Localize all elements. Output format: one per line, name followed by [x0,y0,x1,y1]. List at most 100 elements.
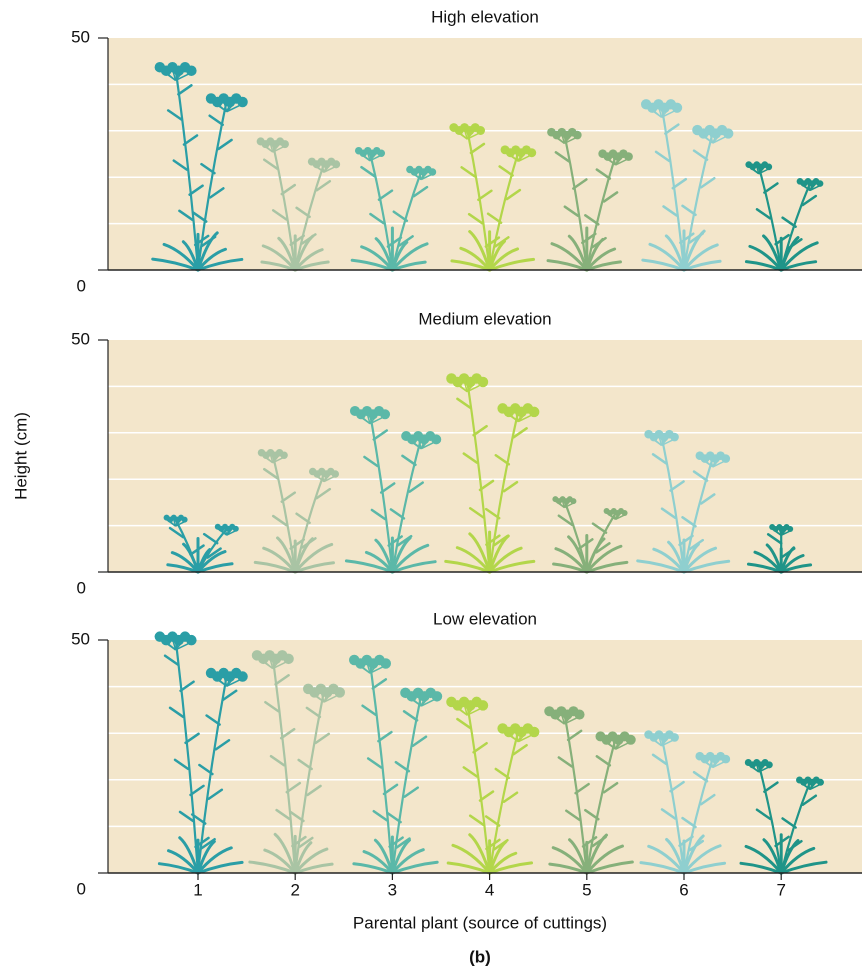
pedicel [323,165,337,173]
leaf [546,259,589,272]
stem-leaf [200,235,217,248]
stem-leaf [395,837,411,849]
flower [621,509,628,516]
leaf [157,862,200,875]
stem-leaf [411,735,428,747]
pedicel [165,72,177,81]
pedicel [457,706,468,716]
leaf [293,862,334,875]
leaf [350,258,394,272]
stem [488,730,520,874]
stem-leaf [217,138,233,151]
stem-leaf [469,142,486,155]
leaf [682,243,719,272]
pedicel [175,638,186,651]
leaf [352,862,394,875]
leaf [451,843,492,875]
stem-leaf [755,208,772,220]
leaf [585,560,629,574]
flower [527,148,537,158]
leaf [468,833,492,875]
pedicel [418,171,422,180]
pedicel [175,521,185,527]
pedicel [615,741,632,750]
pedicel [606,741,617,750]
pedicel [756,166,760,174]
pedicel [563,133,573,144]
stem [488,151,520,271]
leaf [444,559,492,574]
stem-leaf [456,717,472,730]
pedicel [366,661,371,674]
stem-leaf [209,187,225,199]
stem-leaf [401,454,417,467]
leaf [639,861,686,875]
leaf [585,860,634,875]
stem-leaf [679,232,695,244]
stem-leaf [512,743,528,756]
pedicel [321,473,325,482]
stem-leaf [371,678,388,690]
pedicel [323,475,336,483]
pedicel [466,379,478,393]
stem-leaf [651,453,668,465]
pedicel [712,760,727,769]
plant [746,523,813,574]
pedicel [615,737,626,750]
pedicel [413,173,422,181]
leaf [178,836,200,875]
plant [449,123,537,272]
stem-leaf [264,700,280,713]
leaf [488,861,534,875]
leaf [455,546,492,574]
pedicel [712,134,729,144]
stem-leaf [274,674,290,686]
stem-leaf [477,189,493,202]
stem-leaf [295,512,311,525]
stem-leaf [189,544,205,556]
leaf [554,547,589,574]
pedicel [367,152,371,161]
pedicel [564,136,578,145]
pedicel [564,502,574,509]
stem-leaf [578,538,594,550]
stem-leaf [456,397,472,410]
pedicel [323,163,332,173]
stem-leaf [377,730,393,743]
flower [670,432,679,442]
pedicel [369,661,381,674]
leaf [585,260,622,272]
stem-leaf [581,836,598,848]
stem-leaf [398,235,414,247]
pedicel [657,106,663,118]
flower [721,754,731,764]
flower [787,525,794,532]
stem-leaf [190,813,207,825]
leaf [293,847,329,875]
pedicel [366,412,371,424]
stem-leaf [271,209,288,221]
leaf [390,860,439,875]
stem-leaf [787,238,803,250]
leaf [261,244,297,272]
stem-leaf [801,194,818,207]
flower [765,761,773,769]
pedicel [712,131,723,144]
stem-leaf [692,770,709,783]
y-tick-label: 50 [71,27,90,46]
pedicel [466,703,478,716]
pedicel [222,100,228,112]
pedicel [360,664,371,674]
stem-leaf [269,754,286,767]
stem [682,131,714,271]
pedicel [222,674,228,687]
stem-leaf [363,455,379,468]
stem-leaf [662,205,678,217]
stem-leaf [472,741,488,754]
stem-leaf [763,182,779,194]
plant [253,448,340,574]
stem-leaf [654,150,671,163]
pedicel [226,103,243,113]
pedicel [323,693,341,703]
